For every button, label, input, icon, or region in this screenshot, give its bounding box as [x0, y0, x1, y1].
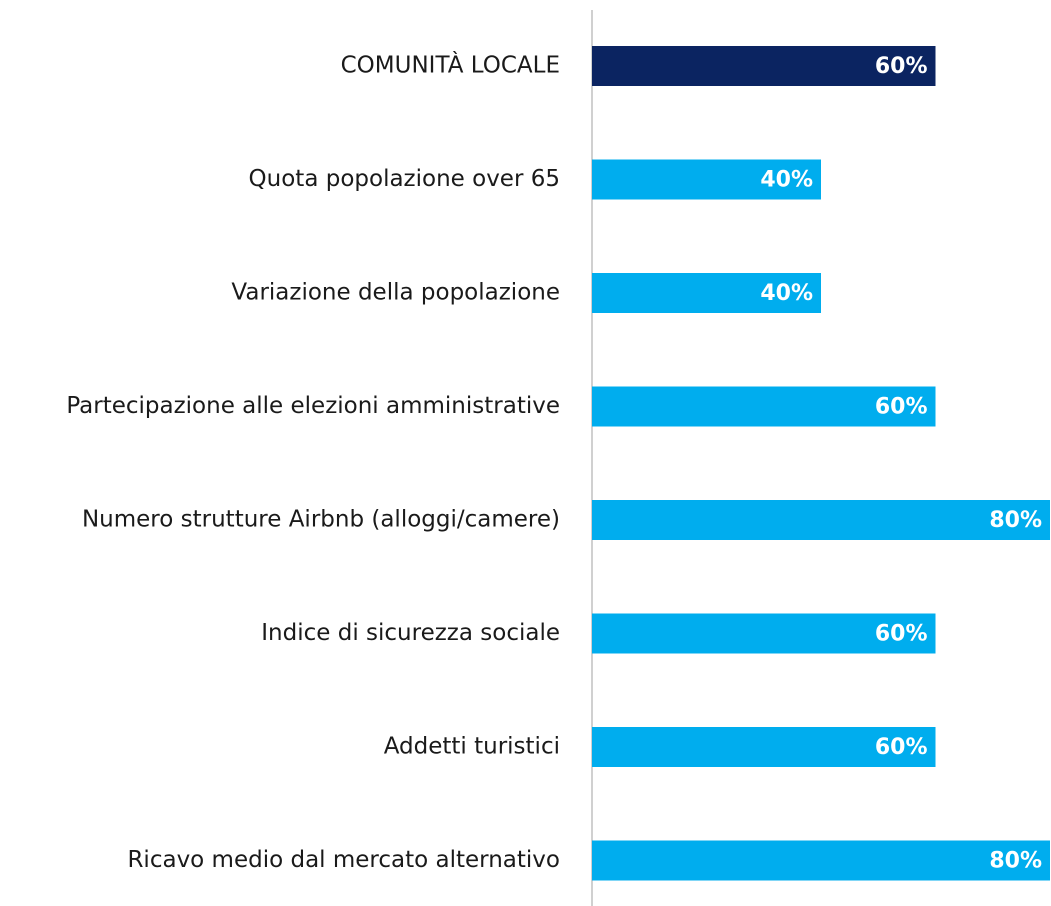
value-label: 80%	[989, 849, 1042, 874]
category-label: Addetti turistici	[384, 734, 560, 760]
category-label: Indice di sicurezza sociale	[261, 620, 560, 646]
value-label: 60%	[875, 735, 928, 760]
bar	[592, 840, 1050, 881]
bar	[592, 159, 821, 200]
bar	[592, 613, 936, 654]
category-label: Ricavo medio dal mercato alternativo	[127, 847, 560, 873]
value-label: 40%	[760, 281, 813, 306]
category-label: Numero strutture Airbnb (alloggi/camere)	[82, 507, 560, 533]
value-label: 60%	[875, 622, 928, 647]
value-label: 60%	[875, 395, 928, 420]
value-label: 80%	[989, 508, 1042, 533]
bar	[592, 46, 936, 86]
category-label: Variazione della popolazione	[231, 280, 560, 306]
category-label: Partecipazione alle elezioni amministrat…	[66, 393, 560, 419]
bar	[592, 500, 1050, 540]
value-label: 60%	[875, 54, 928, 79]
value-label: 40%	[760, 168, 813, 193]
category-label: COMUNITÀ LOCALE	[341, 51, 560, 79]
category-label: Quota popolazione over 65	[249, 166, 560, 192]
bar	[592, 727, 936, 767]
bar	[592, 386, 936, 427]
bar	[592, 273, 821, 313]
